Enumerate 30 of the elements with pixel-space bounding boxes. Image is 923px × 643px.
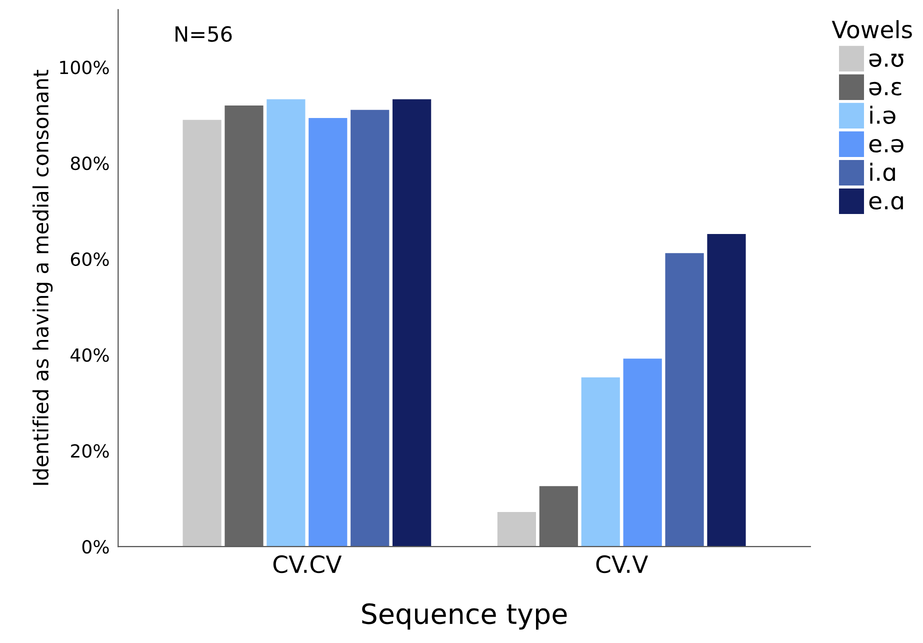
bar: [224, 106, 264, 547]
bar: [581, 377, 620, 547]
y-tick-label: 20%: [71, 444, 109, 458]
bar: [308, 118, 348, 547]
bar: [266, 99, 306, 547]
annotation: N=56: [176, 26, 232, 42]
legend-label: i.ə: [870, 106, 896, 124]
y-axis-title: Identified as having a medial consonant: [32, 70, 53, 485]
bar: [497, 512, 536, 547]
y-tick-label: 100%: [60, 60, 109, 74]
bar: [539, 486, 578, 547]
y-tick-label: 0%: [82, 540, 109, 554]
x-tick-label: CV.V: [596, 555, 648, 574]
legend-label: ə.ɛ: [869, 82, 902, 96]
legend-label: e.ə: [869, 138, 904, 153]
bar: [707, 234, 746, 547]
legend-label: ə.ʊ: [869, 53, 904, 67]
y-tick-label: 80%: [70, 156, 109, 170]
x-tick-label: CV.CV: [273, 555, 342, 574]
legend-title: Vowels: [832, 20, 912, 38]
y-tick-label: 60%: [70, 252, 109, 266]
bar: [623, 358, 662, 547]
bar: [665, 253, 704, 547]
legend-label: e.ɑ: [869, 196, 903, 210]
y-tick-label: 40%: [70, 348, 109, 362]
bar: [182, 120, 222, 547]
bar: [392, 99, 432, 547]
legend-label: i.ɑ: [870, 162, 895, 182]
bar: [350, 110, 390, 547]
x-axis-title: Sequence type: [362, 603, 567, 630]
